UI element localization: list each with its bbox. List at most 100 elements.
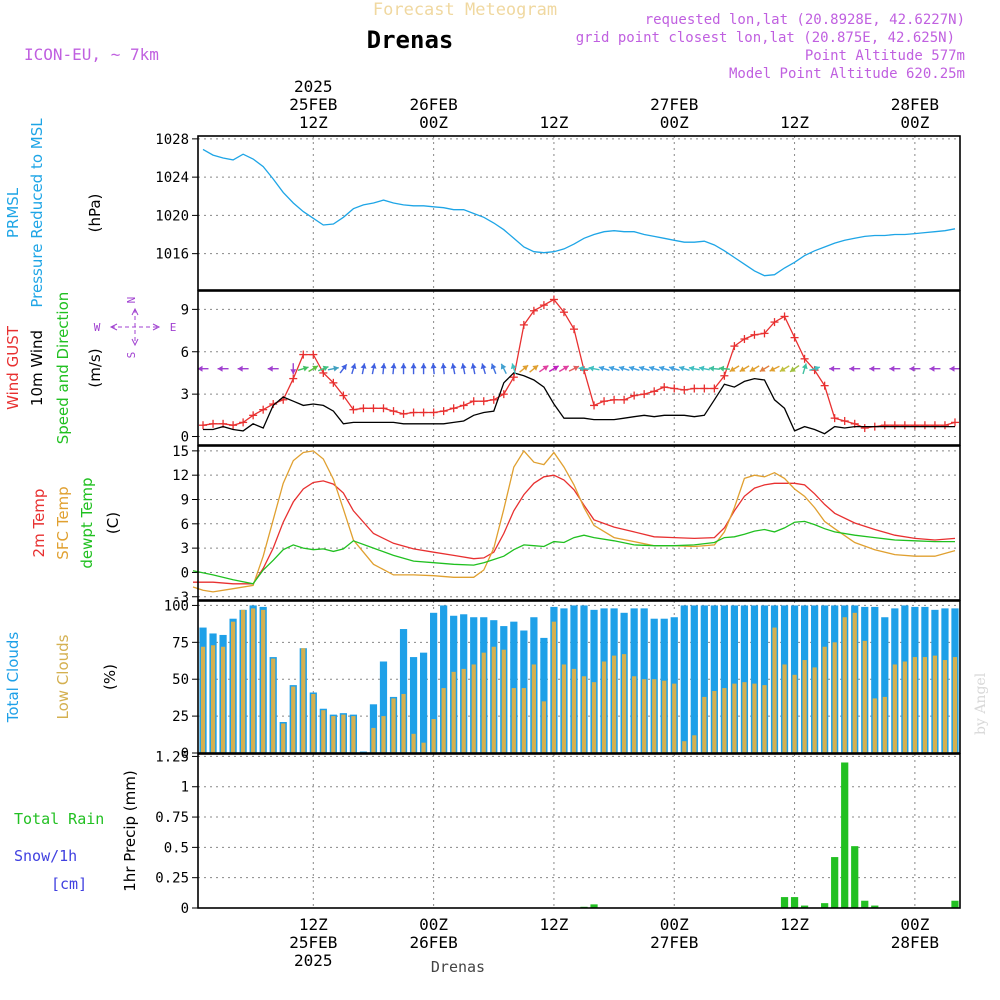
wind-direction-arrow bbox=[297, 365, 309, 372]
arrow-head bbox=[290, 369, 297, 375]
panel-label: Wind GUST bbox=[4, 325, 22, 410]
arrow-head bbox=[237, 365, 243, 372]
arrow-head bbox=[322, 365, 329, 372]
low-cloud-bar bbox=[521, 688, 526, 753]
low-cloud-bar bbox=[371, 727, 376, 753]
gust-point bbox=[730, 342, 739, 351]
y-tick-label: 1020 bbox=[155, 208, 189, 224]
total-cloud-bar bbox=[720, 605, 728, 753]
low-cloud-bar bbox=[822, 646, 827, 753]
y-tick-label: 1024 bbox=[155, 170, 189, 186]
arrow-head bbox=[400, 363, 407, 369]
gust-point bbox=[419, 408, 428, 417]
time-label-bottom: 25FEB bbox=[289, 933, 337, 952]
low-cloud-bar bbox=[220, 646, 226, 753]
total-cloud-bar bbox=[700, 605, 708, 753]
gust-point bbox=[820, 381, 829, 390]
panel-label: SFC Temp bbox=[54, 486, 72, 559]
arrow-head bbox=[197, 365, 203, 372]
y-tick-label: 6 bbox=[181, 517, 189, 533]
y-tick-label: 9 bbox=[181, 302, 189, 318]
low-cloud-bar bbox=[411, 733, 416, 753]
closest-coords: grid point closest lon,lat (20.875E, 42.… bbox=[576, 30, 955, 46]
wind-direction-arrow bbox=[440, 363, 447, 375]
series-line-wind-gust bbox=[202, 298, 956, 429]
gust-point bbox=[559, 308, 568, 317]
time-label-bottom: 28FEB bbox=[891, 933, 939, 952]
gust-point bbox=[239, 418, 248, 427]
low-cloud-bar bbox=[551, 621, 557, 753]
wind-direction-arrow bbox=[327, 365, 339, 372]
wind-direction-arrow bbox=[519, 364, 529, 373]
arrow-head bbox=[552, 365, 559, 372]
gust-point bbox=[479, 397, 488, 406]
panel-label: PRMSL bbox=[4, 187, 22, 238]
gust-point bbox=[539, 301, 548, 310]
low-cloud-bar bbox=[381, 716, 386, 753]
compass-arrow-n bbox=[131, 307, 139, 316]
total-cloud-bar bbox=[730, 605, 739, 753]
arrow-head bbox=[267, 365, 273, 372]
arrow-head bbox=[490, 363, 497, 370]
panel-precip: 0 0.25 0.5 0.75 1 1.25 bbox=[155, 749, 961, 917]
low-cloud-bar bbox=[351, 716, 356, 753]
gust-point bbox=[680, 385, 689, 394]
y-tick-label: 0 bbox=[181, 430, 189, 446]
panel-frame bbox=[197, 290, 961, 446]
gust-point bbox=[349, 405, 358, 414]
low-cloud-bar bbox=[421, 742, 426, 753]
low-cloud-bar bbox=[942, 660, 948, 753]
wind-direction-arrow bbox=[400, 363, 407, 375]
wind-direction-arrow bbox=[668, 365, 680, 372]
gust-point bbox=[940, 421, 949, 430]
arrow-head bbox=[688, 365, 695, 372]
y-tick-label: 50 bbox=[172, 672, 189, 688]
y-tick-label: 1.25 bbox=[155, 749, 189, 765]
arrow-head bbox=[749, 366, 756, 372]
panel-clouds: 0 25 50 75 100 Total Clouds Low Clouds (%) bbox=[4, 598, 961, 762]
gust-point bbox=[950, 418, 959, 427]
low-cloud-bar bbox=[541, 701, 547, 753]
low-cloud-bar bbox=[441, 688, 446, 753]
time-label-bottom: 00Z bbox=[660, 915, 689, 934]
low-cloud-bar bbox=[652, 679, 657, 753]
gust-point bbox=[920, 421, 929, 430]
low-cloud-bar bbox=[581, 676, 587, 753]
low-cloud-bar bbox=[561, 664, 567, 753]
wind-direction-arrow bbox=[267, 365, 279, 372]
arrow-head bbox=[333, 365, 339, 372]
gust-point bbox=[710, 384, 719, 393]
time-label-bottom: 26FEB bbox=[410, 933, 458, 952]
panel-pressure: 1016 1020 1024 1028 PRMSL Pressure Reduced to… bbox=[4, 118, 961, 308]
arrow-head bbox=[542, 365, 549, 371]
wind-direction-arrow bbox=[360, 363, 367, 375]
low-cloud-bar bbox=[892, 664, 897, 753]
compass-s: S bbox=[125, 352, 138, 359]
total-cloud-bar bbox=[510, 621, 518, 753]
wind-direction-arrow bbox=[729, 365, 740, 373]
gust-point bbox=[690, 384, 699, 393]
gust-point bbox=[289, 374, 298, 383]
low-cloud-bar bbox=[912, 657, 917, 753]
panel-label: Total Clouds bbox=[4, 632, 22, 724]
gust-point bbox=[840, 416, 849, 425]
low-cloud-bar bbox=[391, 698, 396, 753]
wind-direction-arrow bbox=[420, 363, 427, 375]
arrow-head bbox=[628, 365, 635, 372]
wind-direction-arrow bbox=[749, 365, 760, 373]
rain-bar bbox=[871, 905, 879, 908]
wind-direction-arrow bbox=[608, 365, 620, 372]
arrow-head bbox=[350, 363, 357, 370]
footer-location: Drenas bbox=[431, 958, 485, 976]
wind-direction-arrow bbox=[929, 365, 941, 372]
gust-point bbox=[880, 421, 889, 430]
total-cloud-bar bbox=[680, 605, 688, 753]
y-tick-label: 1028 bbox=[155, 132, 189, 148]
low-cloud-bar bbox=[622, 654, 627, 753]
panel-label: Pressure Reduced to MSL bbox=[28, 118, 46, 308]
rain-bar bbox=[951, 900, 959, 908]
total-cloud-bar bbox=[881, 617, 889, 753]
series-line-prmsl bbox=[202, 148, 956, 277]
wind-direction-arrow bbox=[548, 365, 560, 373]
